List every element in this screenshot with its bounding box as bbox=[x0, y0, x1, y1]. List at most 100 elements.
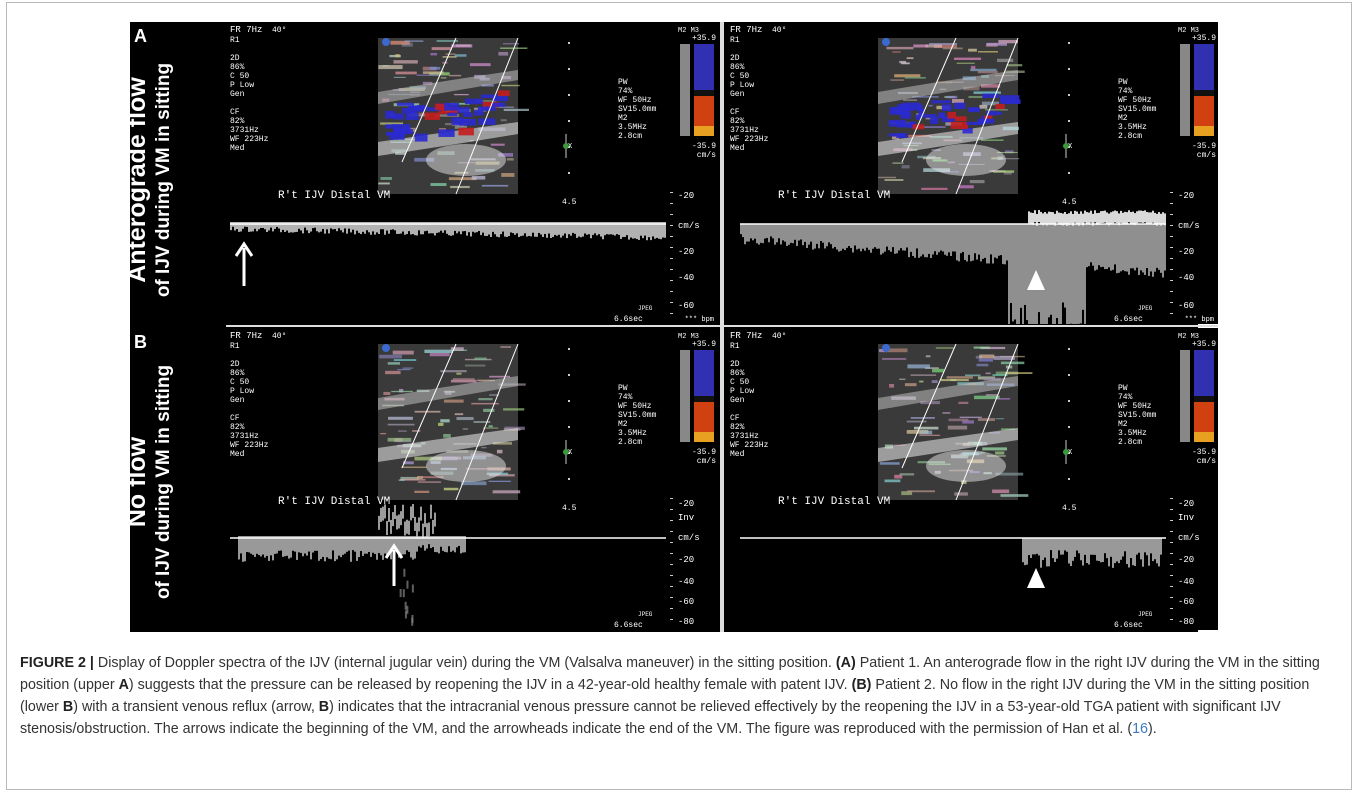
param-cf-text: WF 223Hz bbox=[730, 441, 769, 450]
param-cf-text: CF bbox=[230, 414, 240, 423]
color-flow bbox=[385, 90, 510, 142]
time-text: 6.6sec bbox=[614, 621, 643, 630]
param-2d-text: C 50 bbox=[730, 378, 749, 387]
param-pw-text: 3.5MHz bbox=[1118, 123, 1147, 132]
spectrum-scale-label: -60 bbox=[678, 597, 694, 607]
panel-a-left: FR 7Hz 40° R1 2D 86% C 50 P Low Gen CF 82% 3731Hz W… bbox=[226, 22, 718, 324]
row-title-b-line2: of IJV during VM in sitting bbox=[153, 364, 174, 600]
spectrum-scale-label: -20 bbox=[678, 191, 694, 201]
spectrum-scale-label: cm/s bbox=[1178, 221, 1200, 231]
row-label-b: B bbox=[134, 332, 147, 352]
param-pw-text: 74% bbox=[618, 87, 633, 96]
depth-text: 4.5 bbox=[562, 198, 577, 207]
caption-b-tag: (B) bbox=[851, 677, 872, 693]
scale-top-text: +35.9 bbox=[1192, 340, 1216, 349]
gate-marker-text: X bbox=[568, 449, 573, 457]
param-pw-text: 2.8cm bbox=[618, 438, 642, 447]
time-text: 6.6sec bbox=[614, 315, 643, 324]
color-scale-bar bbox=[680, 44, 714, 136]
spectrum-scale-label: -80 bbox=[1178, 617, 1194, 627]
param-pw-text: PW bbox=[618, 384, 628, 393]
gate-marker-text: X bbox=[568, 143, 573, 151]
param-pw-text: WF 50Hz bbox=[1118, 96, 1152, 105]
param-pw-text: 3.5MHz bbox=[618, 429, 647, 438]
param-2d-text: C 50 bbox=[730, 72, 749, 81]
param-2d-text: P Low bbox=[230, 387, 254, 396]
scale-top-text: +35.9 bbox=[1192, 34, 1216, 43]
row-title-a-line2: of IJV during VM in sitting bbox=[153, 62, 174, 298]
caption-text-7: ). bbox=[1148, 721, 1157, 737]
param-cf-text: 3731Hz bbox=[730, 126, 759, 135]
param-pw-text: 74% bbox=[1118, 393, 1133, 402]
scale-bottom-text: -35.9 bbox=[692, 448, 716, 457]
param-cf-text: Med bbox=[230, 144, 245, 153]
spectrum-scale-label: -20 bbox=[1178, 191, 1194, 201]
location-label: R't IJV Distal VM bbox=[778, 496, 890, 508]
caption-reference-link[interactable]: 16 bbox=[1132, 721, 1148, 737]
param-cf-text: 82% bbox=[730, 117, 745, 126]
panel-b-right: FR 7Hz 40° R1 2D 86% C 50 P Low Gen CF 82% 3731Hz W… bbox=[726, 328, 1218, 630]
m2m3-text: M2 M3 bbox=[678, 333, 699, 341]
param-2d-text: 86% bbox=[230, 63, 245, 72]
param-pw-text: WF 50Hz bbox=[1118, 402, 1152, 411]
param-2d-text: 2D bbox=[730, 360, 740, 369]
spectrum-scale-label: Inv bbox=[678, 513, 695, 523]
param-pw-text: WF 50Hz bbox=[618, 402, 652, 411]
param-2d-text: C 50 bbox=[230, 72, 249, 81]
spectrum-scale-label: -40 bbox=[1178, 273, 1194, 283]
param-2d-text: C 50 bbox=[230, 378, 249, 387]
param-2d-text: P Low bbox=[730, 387, 754, 396]
param-pw-text: M2 bbox=[618, 114, 628, 123]
scale-bottom-text: -35.9 bbox=[692, 142, 716, 151]
spectrum-scale-label: -20 bbox=[678, 499, 694, 509]
jpeg-text: JPEG bbox=[638, 611, 653, 618]
spectrum-scale-label: -20 bbox=[1178, 247, 1194, 257]
scale-unit-text: cm/s bbox=[697, 151, 716, 160]
caption-text-3: ) suggests that the pressure can be rele… bbox=[128, 677, 852, 693]
param-cf-text: 82% bbox=[230, 117, 245, 126]
param-pw-text: 2.8cm bbox=[1118, 438, 1142, 447]
spectrum-scale-label: -40 bbox=[1178, 577, 1194, 587]
panel-b-left: FR 7Hz 40° R1 2D 86% C 50 P Low Gen CF 82% 3731Hz W… bbox=[226, 328, 718, 630]
row-title-b-line1: No flow bbox=[123, 436, 151, 528]
param-cf-text: 3731Hz bbox=[730, 432, 759, 441]
param-2d-text: 86% bbox=[230, 369, 245, 378]
param-2d-text: Gen bbox=[230, 90, 245, 99]
row-title-a-line1: Anterograde flow bbox=[123, 77, 151, 283]
param-pw-text: SV15.0mm bbox=[1118, 105, 1157, 114]
param-pw-text: PW bbox=[618, 78, 628, 87]
spectrum-scale-label: -80 bbox=[678, 617, 694, 627]
param-cf-text: CF bbox=[230, 108, 240, 117]
ultrasound-figure: A B Anterograde flow of IJV during VM in… bbox=[123, 22, 1218, 632]
jpeg-text: JPEG bbox=[1138, 611, 1153, 618]
param-cf-text: WF 223Hz bbox=[230, 135, 269, 144]
angle-text: 40° bbox=[272, 26, 286, 35]
spectrum-scale-label: Inv bbox=[1178, 513, 1195, 523]
param-2d-text: 86% bbox=[730, 369, 745, 378]
caption-text-1: Display of Doppler spectra of the IJV (i… bbox=[93, 655, 836, 671]
param-cf-text: 3731Hz bbox=[230, 126, 259, 135]
frame-rate-text: FR 7Hz bbox=[730, 331, 762, 341]
param-pw-text: SV15.0mm bbox=[1118, 411, 1157, 420]
r1-text: R1 bbox=[730, 36, 740, 45]
param-pw-text: M2 bbox=[618, 420, 628, 429]
spectrum-scale-label: -40 bbox=[678, 273, 694, 283]
param-pw-text: 74% bbox=[618, 393, 633, 402]
caption-a-tag: (A) bbox=[835, 655, 856, 671]
bpm-text: *** bpm bbox=[685, 316, 714, 324]
bmode-image bbox=[378, 344, 526, 500]
param-2d-text: 2D bbox=[230, 54, 240, 63]
spectrum-scale-label: -20 bbox=[678, 247, 694, 257]
m2m3-text: M2 M3 bbox=[1178, 27, 1199, 35]
angle-text: 40° bbox=[772, 26, 786, 35]
vm-end-arrowhead bbox=[1027, 270, 1045, 290]
bmode-image bbox=[878, 344, 1033, 500]
spectrum-scale-label: -60 bbox=[1178, 597, 1194, 607]
param-pw-text: WF 50Hz bbox=[618, 96, 652, 105]
time-text: 6.6sec bbox=[1114, 621, 1143, 630]
color-scale-bar bbox=[1180, 350, 1214, 442]
param-pw-text: M2 bbox=[1118, 114, 1128, 123]
